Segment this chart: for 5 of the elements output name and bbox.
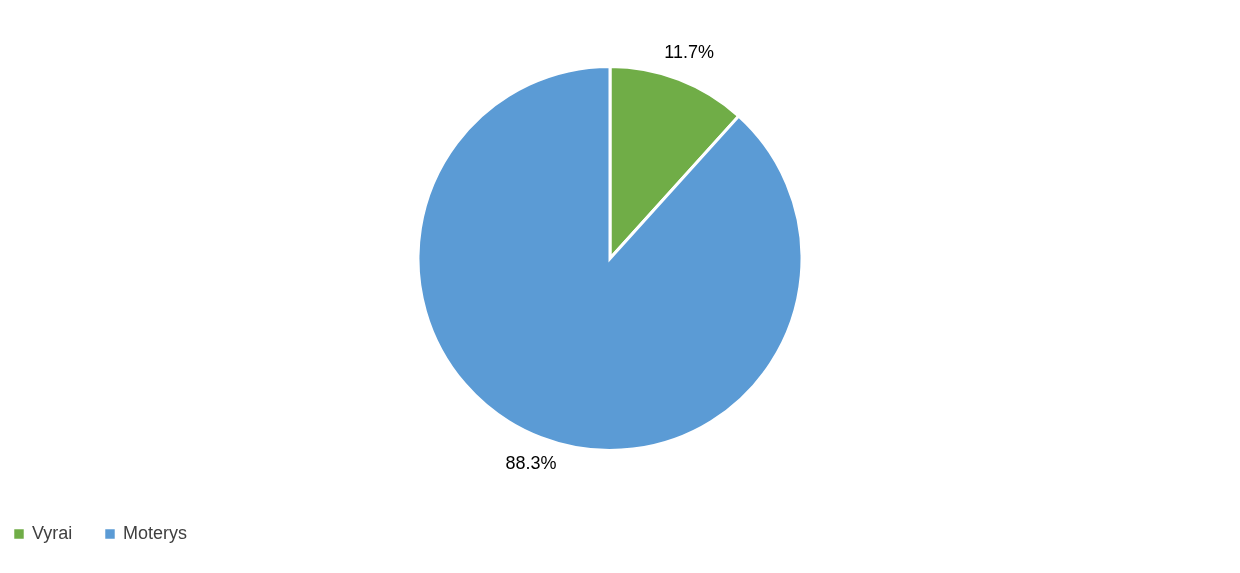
legend-label: Vyrai [32,523,73,543]
legend-label: Moterys [123,523,188,543]
data-label: 11.7% [664,42,714,63]
data-label: 88.3% [505,452,557,473]
pie-slice [416,65,804,452]
